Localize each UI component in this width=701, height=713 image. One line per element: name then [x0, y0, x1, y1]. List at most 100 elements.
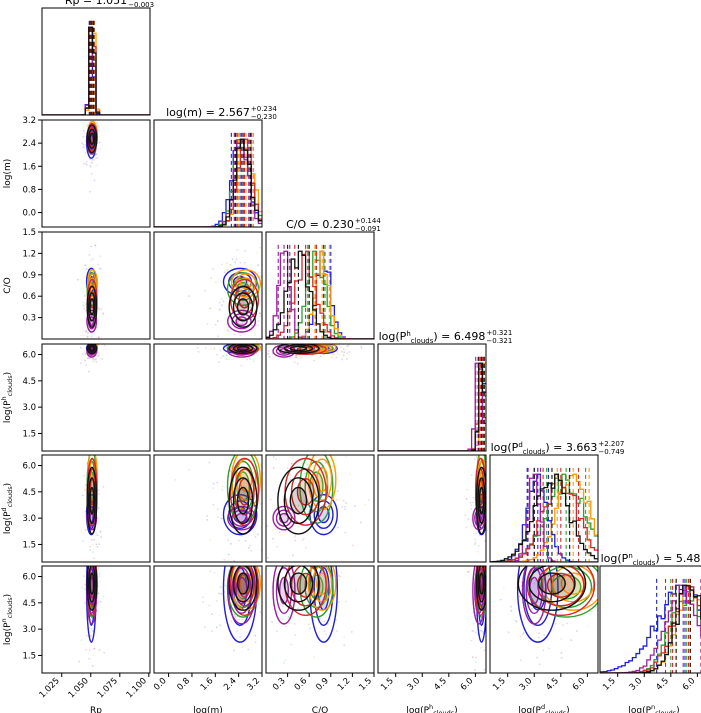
sample-point: [90, 335, 93, 338]
sample-point: [233, 528, 236, 531]
sample-point: [79, 278, 82, 281]
y-tick-label: 0.9: [22, 271, 36, 281]
sample-point: [364, 503, 367, 506]
sample-point: [229, 264, 232, 266]
sample-point: [263, 553, 265, 555]
sample-point: [267, 352, 270, 355]
x-tick-label: 1.100: [125, 676, 149, 700]
sample-point: [338, 578, 341, 581]
sample-point: [97, 116, 99, 118]
sample-point: [481, 630, 484, 633]
sample-point: [344, 455, 347, 458]
sample-point: [98, 648, 101, 651]
sample-point: [82, 347, 85, 350]
panel-logPd-vs-CO: [266, 455, 374, 562]
sample-point: [99, 530, 102, 532]
sample-point: [94, 156, 97, 159]
sample-point: [483, 649, 486, 652]
sample-point: [95, 357, 97, 360]
sample-point: [467, 570, 469, 573]
x-tick-label: 1.050: [67, 676, 91, 700]
sample-point: [323, 630, 326, 632]
sample-point: [594, 594, 597, 597]
sample-point: [91, 159, 94, 161]
sample-point: [222, 342, 224, 344]
contour-5: [289, 486, 308, 515]
contour-3: [537, 566, 585, 607]
sample-point: [276, 545, 279, 548]
sample-point: [331, 465, 334, 468]
panel-logPn-vs-logPd: [490, 562, 598, 673]
sample-point: [218, 301, 221, 304]
sample-point: [84, 151, 87, 154]
x-tick-label: 0.9: [314, 676, 331, 693]
sample-point: [487, 567, 489, 569]
sample-point: [85, 268, 88, 271]
sample-point: [241, 514, 244, 517]
sample-point: [103, 344, 106, 347]
sample-point: [255, 341, 257, 343]
sample-point: [478, 675, 480, 677]
sample-point: [318, 617, 321, 620]
sample-point: [343, 636, 345, 639]
sample-point: [502, 586, 505, 589]
sample-point: [354, 504, 356, 507]
sample-point: [226, 329, 229, 332]
sample-point: [228, 317, 231, 319]
sample-point: [278, 531, 281, 534]
sample-point: [206, 518, 209, 521]
sample-point: [241, 646, 244, 649]
sample-point: [92, 360, 95, 363]
sample-point: [259, 489, 262, 491]
panel-frame: [265, 565, 375, 674]
contour-5: [232, 566, 254, 603]
sample-point: [90, 161, 93, 164]
contour-5: [478, 572, 485, 595]
sample-point: [266, 525, 269, 528]
sample-point: [218, 592, 220, 595]
sample-point: [327, 613, 330, 616]
x-axis-label-logPh: log(Phclouds): [406, 703, 457, 713]
sample-point: [97, 601, 100, 604]
sample-point: [84, 144, 87, 147]
sample-point: [521, 633, 524, 636]
panel-background: [154, 566, 262, 673]
sample-point: [568, 588, 571, 591]
panel-frame: [377, 565, 487, 674]
sample-point: [562, 562, 564, 564]
sample-point: [346, 345, 348, 348]
sample-point: [220, 593, 223, 595]
histogram-log_m: [154, 120, 262, 227]
sample-point: [99, 147, 102, 150]
sample-point: [242, 308, 245, 310]
sample-point: [227, 539, 230, 542]
contour-4: [227, 566, 257, 625]
sample-point: [94, 340, 96, 342]
x-axis-label-log_m: log(m): [193, 706, 223, 713]
sample-point: [84, 264, 87, 267]
x-tick-label: 0.0: [152, 676, 169, 693]
x-axis-label-logPd: log(Pdclouds): [518, 703, 569, 713]
sample-point: [348, 350, 351, 353]
sample-point: [290, 528, 293, 531]
sample-point: [338, 499, 341, 501]
x-axis-label-logPn: log(Pnclouds): [628, 703, 679, 713]
sample-point: [84, 303, 87, 305]
contour-1: [299, 455, 334, 524]
sample-point: [90, 627, 93, 630]
contour-1: [299, 566, 334, 618]
panel-frame: [41, 7, 151, 116]
contour-5: [477, 566, 486, 603]
panel-frame: [41, 565, 151, 674]
sample-point: [97, 507, 100, 509]
sample-point: [82, 135, 85, 138]
sample-point: [81, 540, 84, 542]
sample-point: [470, 504, 473, 507]
sample-point: [210, 277, 213, 280]
contour-5: [89, 298, 95, 316]
contour-0: [313, 500, 334, 530]
sample-point: [84, 529, 87, 532]
sample-point: [488, 521, 490, 523]
sample-point: [533, 582, 536, 585]
sample-point: [90, 300, 93, 303]
